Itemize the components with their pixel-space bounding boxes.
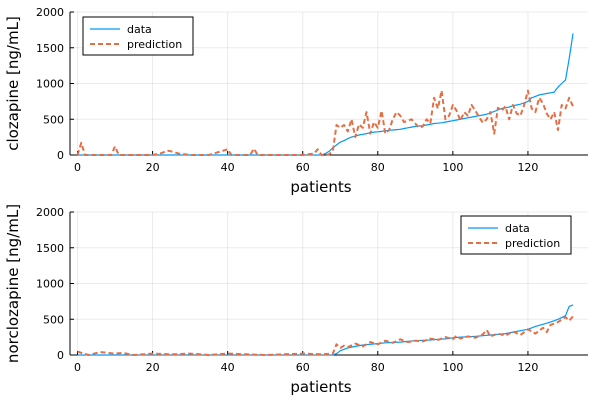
x-tick-label: 40	[221, 161, 235, 174]
x-tick-label: 80	[371, 161, 385, 174]
series-line-prediction	[77, 315, 574, 356]
legend: data prediction	[82, 16, 194, 56]
x-axis-label: patients	[290, 378, 351, 396]
y-tick-label: 1500	[36, 42, 64, 55]
legend-label-prediction: prediction	[127, 38, 182, 51]
chart-panel-2: 0 20 40 60 80 100 120 0 500 1000 1500 2000 patients n…	[4, 204, 588, 396]
legend-label-data: data	[505, 222, 530, 235]
x-tick-label: 60	[296, 361, 310, 374]
series-line-prediction	[76, 89, 574, 156]
legend-label-data: data	[127, 23, 152, 36]
x-tick-label: 100	[442, 361, 463, 374]
x-tick-label: 60	[296, 161, 310, 174]
y-axis-label: clozapine [ng/mL]	[4, 16, 22, 151]
chart-panel-1: 0 20 40 60 80 100 120 0 500 1000 1500 2000 patients c…	[4, 6, 588, 196]
y-tick-label: 2000	[36, 6, 64, 19]
x-tick-label: 100	[442, 161, 463, 174]
legend-box	[82, 16, 194, 56]
x-tick-label: 20	[146, 361, 160, 374]
y-tick-label: 0	[57, 149, 64, 162]
y-tick-label: 0	[57, 349, 64, 362]
x-tick-label: 20	[146, 161, 160, 174]
y-tick-label: 1000	[36, 278, 64, 291]
x-tick-label: 0	[74, 161, 81, 174]
y-tick-label: 1500	[36, 242, 64, 255]
x-tick-label: 120	[517, 361, 538, 374]
legend: data prediction	[460, 215, 572, 255]
x-tick-label: 0	[74, 361, 81, 374]
legend-box	[460, 215, 572, 255]
y-tick-label: 2000	[36, 206, 64, 219]
series-line-data	[77, 304, 574, 356]
x-tick-label: 120	[517, 161, 538, 174]
y-tick-label: 1000	[36, 78, 64, 91]
legend-label-prediction: prediction	[505, 237, 560, 250]
x-tick-label: 40	[221, 361, 235, 374]
y-axis-label: norclozapine [ng/mL]	[4, 204, 22, 363]
x-tick-label: 80	[371, 361, 385, 374]
y-tick-label: 500	[43, 313, 64, 326]
y-tick-label: 500	[43, 113, 64, 126]
x-axis-label: patients	[290, 178, 351, 196]
